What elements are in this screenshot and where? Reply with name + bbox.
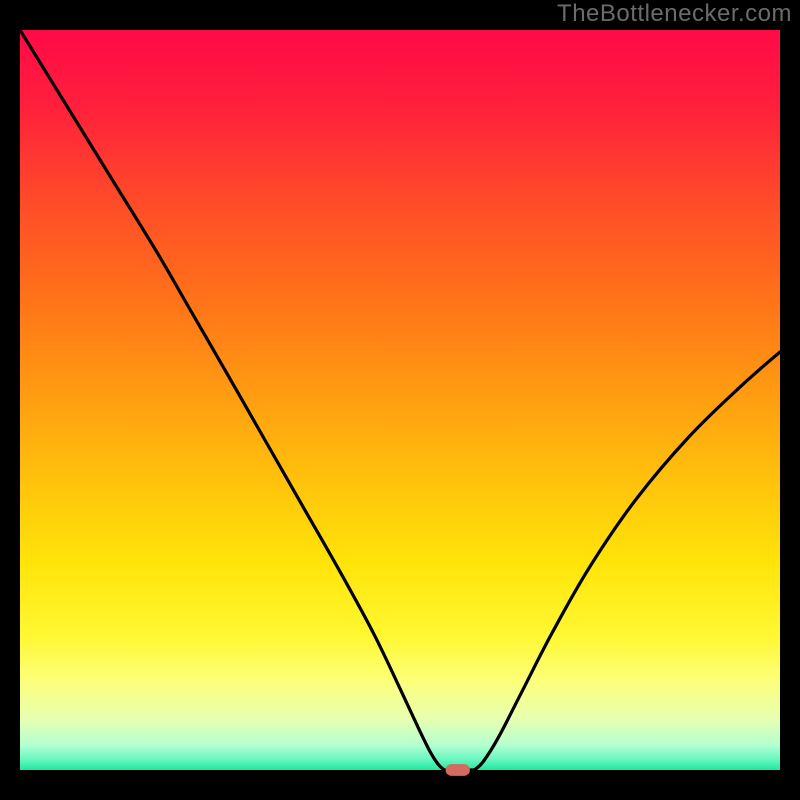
optimal-point-marker — [446, 764, 470, 776]
gradient-background — [20, 30, 780, 770]
watermark-text: TheBottlenecker.com — [557, 0, 792, 28]
chart-canvas: TheBottlenecker.com — [0, 0, 800, 800]
bottleneck-chart-svg — [0, 0, 800, 800]
